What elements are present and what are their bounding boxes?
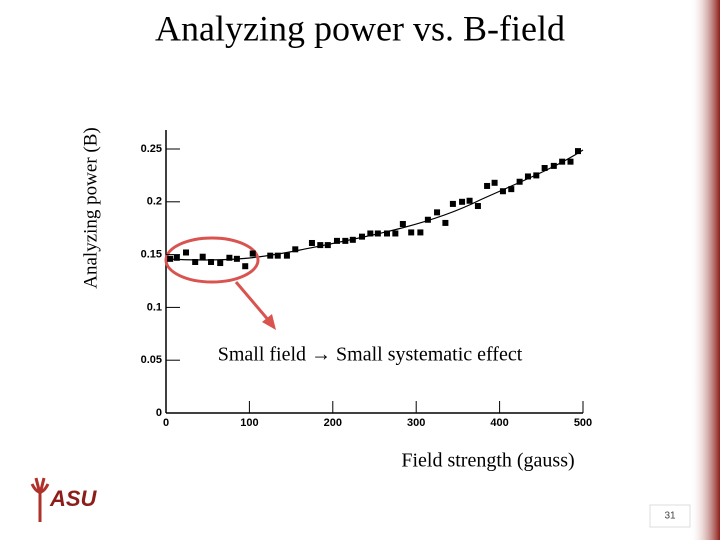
y-tick-label: 0.25 [141, 143, 162, 155]
data-point [417, 229, 424, 236]
data-point [167, 255, 174, 262]
data-point [442, 219, 449, 226]
data-point [324, 242, 331, 249]
data-point [192, 258, 199, 265]
data-point [491, 179, 498, 186]
y-tick-label: 0.2 [147, 196, 162, 208]
data-point [567, 158, 574, 165]
x-tick-label: 0 [163, 417, 169, 429]
data-point [459, 198, 466, 205]
data-point [392, 230, 399, 237]
logo-text: ASU [49, 486, 98, 511]
x-tick-label: 300 [407, 417, 425, 429]
annotation: Small field → Small systematic effect [218, 344, 523, 366]
y-tick-label: 0.1 [147, 301, 162, 313]
arrow-head [262, 314, 276, 330]
data-point [559, 158, 566, 165]
y-tick-label: 0 [156, 407, 162, 419]
data-point [349, 236, 356, 243]
data-point [374, 230, 381, 237]
fit-curve [165, 149, 584, 261]
data-point [484, 182, 491, 189]
data-point [183, 249, 190, 256]
data-point [499, 188, 506, 195]
logo: ASU [30, 477, 98, 522]
slide-edge [690, 0, 720, 540]
data-point [333, 237, 340, 244]
x-axis-label: Field strength (gauss) [401, 450, 574, 472]
data-point [267, 252, 274, 259]
data-point [317, 242, 324, 249]
data-point [367, 230, 374, 237]
data-point [384, 230, 391, 237]
y-axis-label: Analyzing power (B) [80, 127, 101, 288]
data-point [408, 229, 415, 236]
data-point [474, 203, 481, 210]
data-point [358, 233, 365, 240]
highlight-ellipse [164, 236, 260, 284]
data-point [233, 255, 240, 262]
logo-trident [30, 477, 50, 522]
x-tick-label: 400 [490, 417, 508, 429]
data-point [516, 178, 523, 185]
data-point [541, 165, 548, 172]
data-point [249, 250, 256, 257]
data-point [399, 220, 406, 227]
x-tick-label: 200 [324, 417, 342, 429]
x-tick-label: 500 [574, 417, 592, 429]
y-tick-label: 0.15 [141, 249, 162, 261]
data-point [574, 148, 581, 155]
data-point [292, 246, 299, 253]
data-point [208, 258, 215, 265]
arrow-line [234, 281, 272, 323]
data-point [217, 260, 224, 267]
data-point [508, 186, 515, 193]
data-point [199, 253, 206, 260]
x-tick-label: 100 [240, 417, 258, 429]
data-point [283, 252, 290, 259]
y-tick-label: 0.05 [141, 354, 162, 366]
data-point [342, 237, 349, 244]
data-point [533, 172, 540, 179]
data-point [524, 173, 531, 180]
data-point [274, 252, 281, 259]
data-point [449, 200, 456, 207]
data-point [308, 239, 315, 246]
data-point [226, 254, 233, 261]
data-point [173, 254, 180, 261]
chart-title: Analyzing power vs. B-field [155, 8, 565, 48]
data-point [466, 197, 473, 204]
data-point [434, 209, 441, 216]
data-point [424, 216, 431, 223]
data-point [550, 162, 557, 169]
data-point [242, 263, 249, 270]
page-number-box [649, 504, 691, 528]
page-number: 31 [664, 511, 676, 522]
